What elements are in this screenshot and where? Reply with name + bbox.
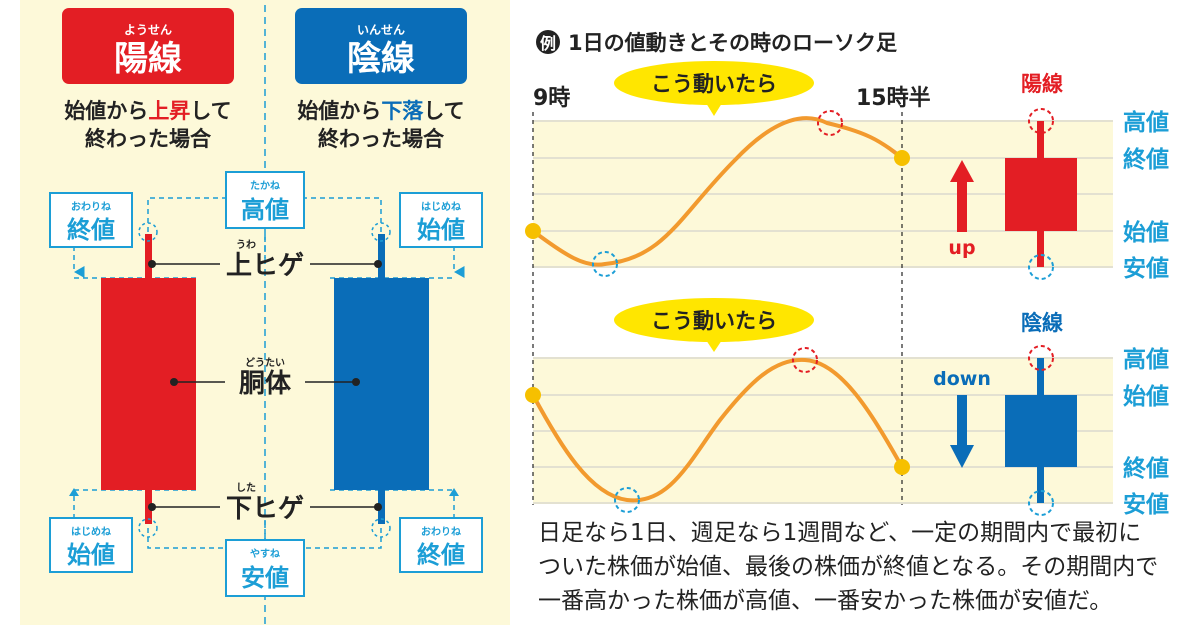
top-level-open: 始値 bbox=[1123, 219, 1169, 246]
label-box-low bbox=[225, 539, 305, 597]
caption-line-2: ついた株価が始値、最後の株価が終値となる。その期間内で bbox=[538, 554, 1159, 580]
body-ruby: どうたい bbox=[245, 356, 285, 369]
bottom-level-low: 安値 bbox=[1123, 491, 1169, 518]
example-badge-text: 例 bbox=[540, 34, 556, 53]
lower-wick-label: 下ヒゲ bbox=[226, 494, 304, 524]
yin-title-ruby: いんせん bbox=[357, 23, 405, 37]
bottom-candle-high-marker bbox=[1028, 345, 1054, 371]
bubble-top: こう動いたら bbox=[614, 61, 814, 116]
end-time-label: 15時半 bbox=[856, 86, 931, 111]
upper-wick-label: 上ヒゲ bbox=[226, 251, 304, 281]
label-text: 終値 bbox=[417, 541, 465, 569]
yang-description-line1: 始値から上昇して bbox=[64, 99, 231, 123]
bottom-price-curve bbox=[531, 357, 904, 503]
yin-title-box bbox=[295, 8, 467, 84]
top-candle-high-marker bbox=[1028, 108, 1054, 134]
lower-wick-ruby: した bbox=[236, 482, 256, 494]
label-text: 安値 bbox=[241, 564, 289, 592]
yin-title: 陰線 bbox=[347, 39, 415, 79]
arrow-up-right bbox=[449, 488, 459, 496]
upper-wick-ruby: うわ bbox=[236, 239, 256, 251]
bubble-bottom-text: こう動いたら bbox=[651, 309, 777, 333]
caption-line-3: 一番高かった株価が高値、一番安かった株価が安値だ。 bbox=[538, 588, 1113, 614]
top-price-curve bbox=[531, 116, 904, 267]
yang-description-line2: 終わった場合 bbox=[85, 127, 212, 151]
top-low-marker bbox=[592, 251, 618, 277]
label-ruby: はじめね bbox=[421, 201, 461, 213]
yang-low-marker bbox=[138, 518, 158, 538]
label-box-yang-close bbox=[49, 192, 133, 248]
yin-description-line2: 終わった場合 bbox=[318, 127, 445, 151]
bottom-level-close: 終値 bbox=[1123, 455, 1169, 482]
label-ruby: はじめね bbox=[71, 526, 111, 538]
label-text: 始値 bbox=[67, 541, 115, 569]
arrow-up-left bbox=[69, 488, 79, 496]
label-box-yang-open bbox=[49, 517, 133, 573]
bottom-open-dot bbox=[525, 387, 541, 403]
example-title: 1日の値動きとその時のローソク足 bbox=[568, 31, 897, 55]
yin-body bbox=[334, 278, 429, 490]
top-level-high: 高値 bbox=[1123, 109, 1169, 136]
up-arrow-icon bbox=[950, 160, 974, 232]
label-box-high bbox=[225, 171, 305, 229]
bottom-candle-body bbox=[1005, 395, 1077, 467]
label-text: 始値 bbox=[417, 216, 465, 244]
example-badge bbox=[536, 30, 560, 54]
label-text: 高値 bbox=[241, 196, 289, 224]
start-time-label: 9時 bbox=[533, 86, 570, 111]
yang-title-box bbox=[62, 8, 234, 84]
time-divider-lines bbox=[532, 112, 903, 505]
bottom-candle-title: 陰線 bbox=[1021, 311, 1063, 335]
bubble-top-text: こう動いたら bbox=[651, 72, 777, 96]
top-candle-title: 陽線 bbox=[1021, 72, 1063, 96]
pointer-dots bbox=[148, 260, 382, 511]
label-ruby: おわりね bbox=[71, 201, 111, 213]
bottom-candle-low-marker bbox=[1028, 490, 1054, 516]
body-label: 胴体 bbox=[238, 369, 292, 399]
label-ruby: やすね bbox=[250, 548, 280, 560]
bottom-low-marker bbox=[614, 487, 640, 513]
top-candle-low-marker bbox=[1028, 254, 1054, 280]
label-text: 終値 bbox=[67, 216, 115, 244]
label-box-yin-open bbox=[399, 192, 483, 248]
bubble-bottom: こう動いたら bbox=[614, 298, 814, 352]
yang-high-marker bbox=[138, 222, 158, 242]
bottom-level-open: 始値 bbox=[1123, 383, 1169, 410]
yin-description-line1: 始値から下落して bbox=[297, 99, 464, 123]
caption: 日足なら1日、週足なら1週間など、一定の期間内で最初に ついた株価が始値、最後の… bbox=[538, 516, 1188, 618]
yang-title: 陽線 bbox=[114, 39, 182, 79]
top-close-dot bbox=[894, 150, 910, 166]
yin-high-marker bbox=[371, 222, 391, 242]
up-label: up bbox=[948, 237, 975, 259]
down-label: down bbox=[933, 368, 991, 390]
caption-line-1: 日足なら1日、週足なら1週間など、一定の期間内で最初に bbox=[538, 520, 1142, 546]
label-ruby: おわりね bbox=[421, 526, 461, 538]
top-level-low: 安値 bbox=[1123, 255, 1169, 282]
yin-low-marker bbox=[371, 518, 391, 538]
top-open-dot bbox=[525, 223, 541, 239]
yang-body bbox=[101, 278, 196, 490]
bottom-level-high: 高値 bbox=[1123, 346, 1169, 373]
top-candle-body bbox=[1005, 158, 1077, 231]
bottom-close-dot bbox=[894, 459, 910, 475]
pointer-lines bbox=[152, 263, 378, 508]
top-high-marker bbox=[817, 110, 843, 136]
bottom-high-marker bbox=[792, 347, 818, 373]
label-box-yin-close bbox=[399, 517, 483, 573]
top-level-close: 終値 bbox=[1123, 146, 1169, 173]
yang-title-ruby: ようせん bbox=[124, 23, 172, 37]
label-ruby: たかね bbox=[250, 180, 280, 192]
down-arrow-icon bbox=[950, 395, 974, 468]
